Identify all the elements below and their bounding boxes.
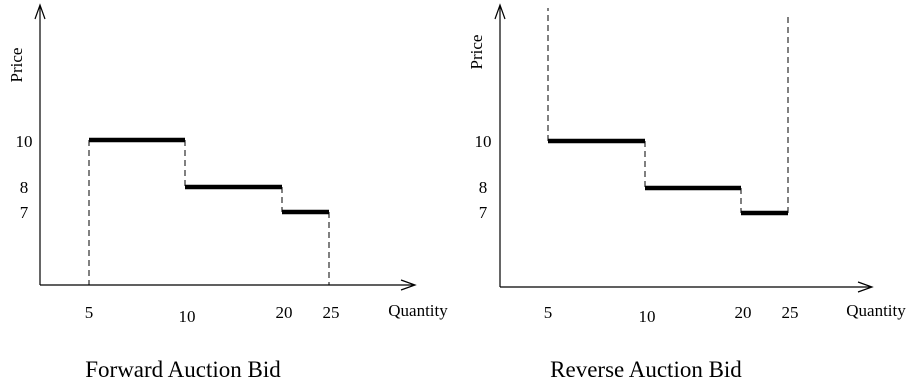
x-axis-label: Quantity: [846, 301, 906, 320]
x-tick-label: 10: [179, 307, 196, 326]
y-tick-label: 8: [479, 178, 488, 197]
y-axis-arrowhead: [34, 3, 46, 20]
x-tick-label: 10: [639, 307, 656, 326]
y-tick-label: 7: [20, 203, 29, 222]
x-axis-arrowhead: [400, 279, 417, 291]
y-tick-label: 10: [475, 132, 492, 151]
x-tick-label: 25: [323, 303, 340, 322]
y-tick-label: 8: [20, 178, 29, 197]
x-tick-label: 20: [735, 303, 752, 322]
x-tick-label: 20: [276, 303, 293, 322]
chart-caption: Reverse Auction Bid: [550, 357, 742, 382]
x-tick-label: 25: [782, 303, 799, 322]
y-tick-label: 10: [16, 132, 33, 151]
y-axis-arrowhead: [494, 3, 506, 20]
y-axis-label: Price: [467, 35, 486, 70]
y-axis-label: Price: [7, 48, 26, 83]
x-axis-arrowhead: [857, 281, 874, 293]
x-tick-label: 5: [85, 303, 94, 322]
chart-caption: Forward Auction Bid: [85, 357, 281, 382]
x-tick-label: 5: [544, 303, 553, 322]
y-tick-label: 7: [479, 203, 488, 222]
forward-auction-chart: Price Quantity 5 10 20 25 10 8 7 Forward Auction …: [7, 3, 448, 382]
reverse-auction-chart: Price Quantity 5 10 20 25 10 8 7 Reverse Auction …: [467, 3, 906, 382]
x-axis-label: Quantity: [388, 301, 448, 320]
